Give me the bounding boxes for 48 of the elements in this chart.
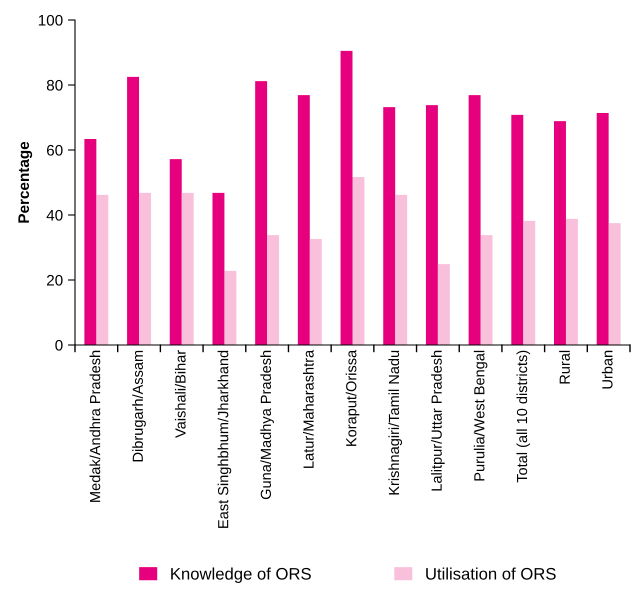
- x-tick-label: Guna/Madhya Pradesh: [260, 350, 274, 500]
- x-tick-label: Medak/Andhra Pradesh: [90, 350, 100, 502]
- bar: [182, 192, 194, 345]
- bar: [96, 194, 108, 345]
- bar: [352, 176, 364, 345]
- x-tick-label: East Singhbhum/Jharkhand: [218, 350, 232, 528]
- x-tick-label: Latur/Maharashtra: [303, 350, 314, 468]
- bar: [426, 105, 438, 345]
- bar: [84, 138, 96, 345]
- x-tick-label: Urban: [602, 350, 613, 388]
- bar: [212, 192, 224, 345]
- x-tick-label: Lalitpur/Uttar Pradesh: [431, 350, 445, 491]
- bar: [554, 121, 566, 345]
- x-tick-label: Krishnagiri/Tamil Nadu: [388, 350, 402, 495]
- x-tick-label: Total (all 10 districts): [516, 350, 530, 482]
- bar: [566, 218, 578, 345]
- y-tick-label: 80: [46, 80, 63, 91]
- bar: [298, 95, 310, 345]
- x-tick-label: Rural: [559, 350, 570, 384]
- x-tick-label: Vaishali/Bihar: [174, 350, 186, 438]
- bar: [310, 239, 322, 345]
- bar: [468, 95, 481, 345]
- bar: [267, 235, 280, 345]
- bar: [438, 264, 450, 345]
- bar: [255, 81, 268, 345]
- bar: [523, 220, 536, 345]
- bar: [480, 235, 493, 345]
- x-tick-label: Koraput/Orissa: [346, 350, 360, 446]
- bar: [395, 194, 408, 345]
- bar: [383, 107, 396, 345]
- bar: [139, 192, 151, 345]
- bar: [608, 223, 621, 345]
- y-axis-title: Percentage: [18, 142, 32, 223]
- bar: [511, 114, 524, 345]
- bar: [127, 76, 140, 345]
- y-tick-label: 100: [38, 14, 63, 26]
- y-tick-label: 0: [55, 340, 63, 351]
- x-tick-label: Purulia/West Bengal: [474, 350, 488, 481]
- bar: [340, 50, 352, 345]
- x-tick-label: Dibrugarh/Assam: [132, 350, 146, 462]
- y-tick-label: 40: [46, 210, 63, 221]
- bar: [224, 270, 236, 345]
- legend-label: Utilisation of ORS: [426, 567, 556, 580]
- bar: [596, 112, 609, 345]
- bar: [170, 159, 182, 345]
- y-tick-label: 20: [46, 274, 63, 286]
- legend-label: Knowledge of ORS: [171, 567, 311, 583]
- y-tick-label: 60: [46, 144, 63, 156]
